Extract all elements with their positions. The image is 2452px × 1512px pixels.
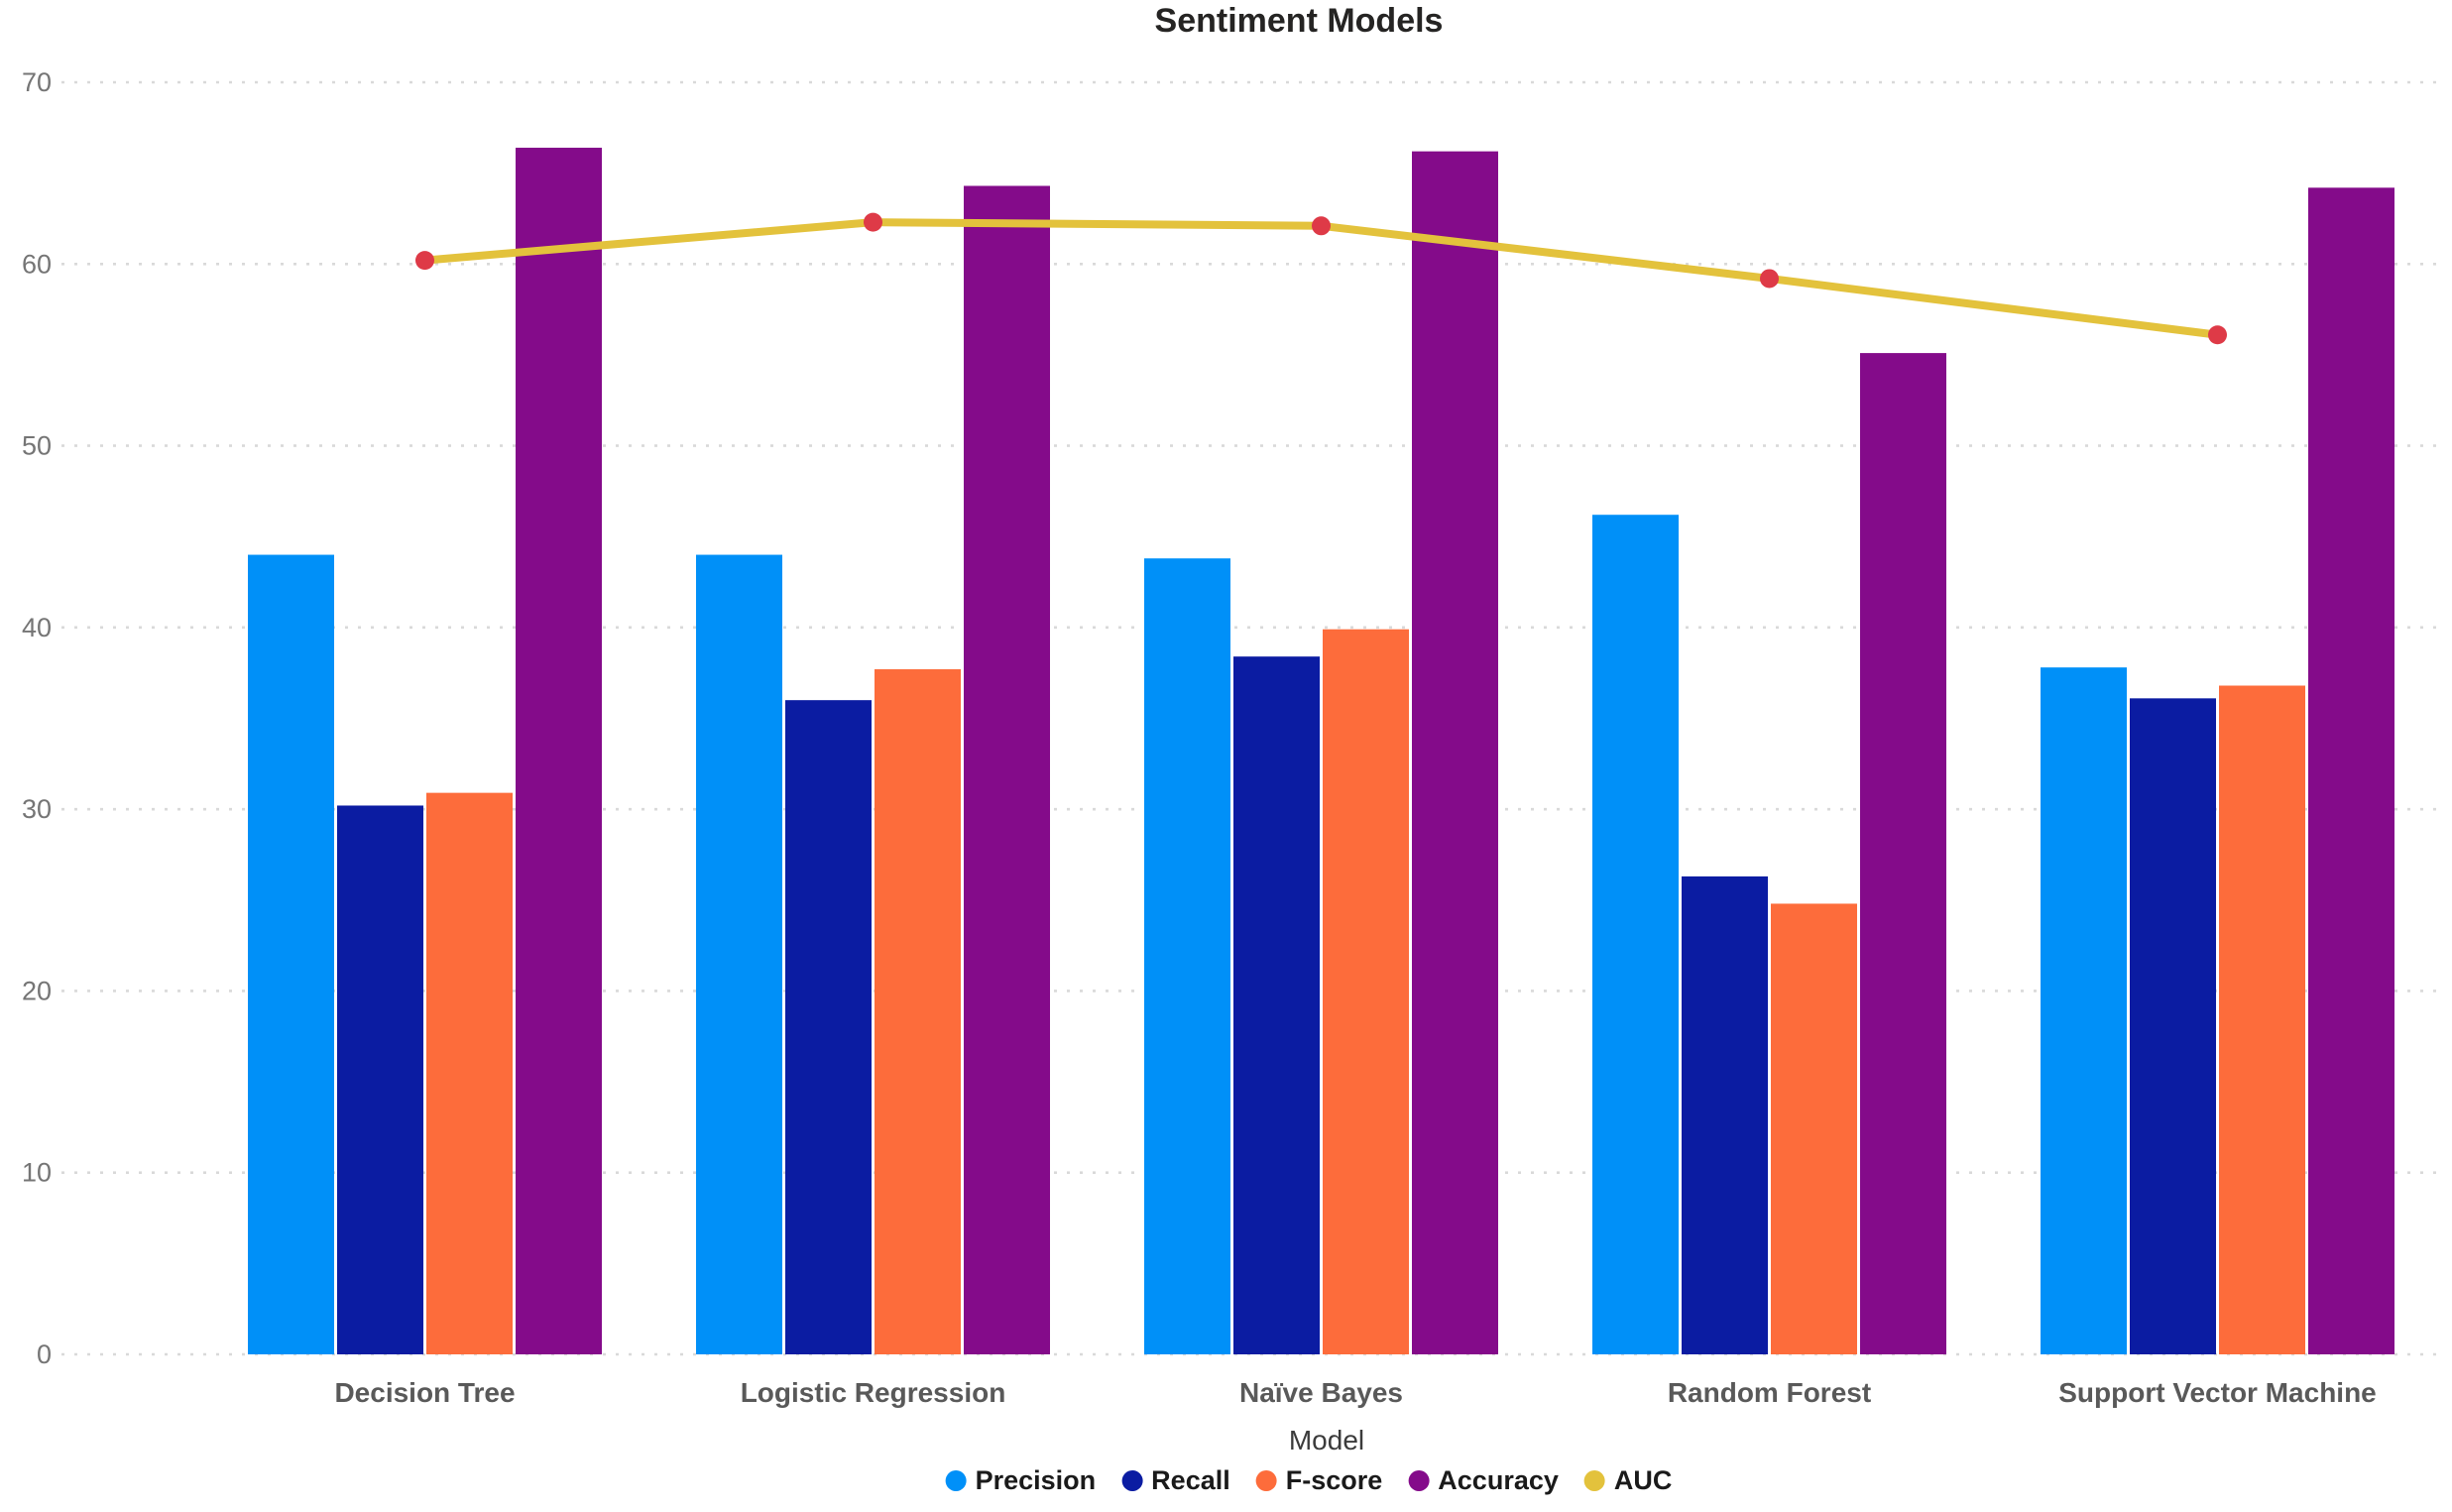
bar-f-score-logistic-regression[interactable] [875,669,961,1354]
bar-precision-support-vector-machine[interactable] [2041,667,2127,1354]
point-auc-support-vector-machine[interactable] [2208,325,2227,345]
y-tick-label-30: 30 [22,794,52,824]
bar-precision-logistic-regression[interactable] [696,554,782,1354]
legend-item-accuracy[interactable]: Accuracy [1408,1465,1559,1496]
legend-swatch-auc [1583,1470,1605,1491]
bar-accuracy-logistic-regression[interactable] [964,185,1050,1354]
legend-swatch-recall [1121,1470,1143,1491]
x-category-label-decision-tree: Decision Tree [334,1377,515,1408]
bar-accuracy-decision-tree[interactable] [516,147,602,1354]
bar-f-score-support-vector-machine[interactable] [2219,685,2305,1354]
legend-label-precision: Precision [975,1465,1097,1495]
legend-item-f-score[interactable]: F-score [1255,1465,1383,1496]
bar-recall-logistic-regression[interactable] [785,700,872,1354]
bar-accuracy-random-forest[interactable] [1860,353,1946,1354]
legend-swatch-accuracy [1408,1470,1430,1491]
legend-item-precision[interactable]: Precision [945,1465,1097,1496]
bar-f-score-decision-tree[interactable] [426,792,513,1354]
chart-legend: Precision Recall F-score Accuracy AUC [945,1465,1673,1496]
x-category-label-na-ve-bayes: Naïve Bayes [1239,1377,1403,1408]
point-auc-na-ve-bayes[interactable] [1312,216,1331,236]
y-tick-label-10: 10 [22,1158,52,1188]
y-tick-label-0: 0 [37,1339,52,1369]
bar-precision-na-ve-bayes[interactable] [1144,558,1230,1354]
y-tick-label-70: 70 [22,67,52,97]
line-auc [420,218,2222,339]
bar-recall-support-vector-machine[interactable] [2130,698,2216,1354]
x-category-label-support-vector-machine: Support Vector Machine [2058,1377,2377,1408]
chart-title: Sentiment Models [1154,2,1444,40]
bar-precision-decision-tree[interactable] [248,554,334,1354]
point-auc-decision-tree[interactable] [415,251,434,271]
y-tick-label-20: 20 [22,976,52,1005]
x-category-label-random-forest: Random Forest [1668,1377,1871,1408]
y-tick-label-50: 50 [22,431,52,461]
legend-label-accuracy: Accuracy [1438,1465,1559,1495]
bar-precision-random-forest[interactable] [1592,515,1679,1354]
legend-item-auc[interactable]: AUC [1583,1465,1673,1496]
legend-item-recall[interactable]: Recall [1121,1465,1230,1496]
bar-accuracy-support-vector-machine[interactable] [2308,187,2394,1355]
bar-recall-random-forest[interactable] [1682,875,1768,1354]
legend-label-recall: Recall [1151,1465,1230,1495]
y-tick-label-60: 60 [22,249,52,279]
legend-swatch-precision [945,1470,967,1491]
bar-f-score-random-forest[interactable] [1771,903,1857,1354]
bar-f-score-na-ve-bayes[interactable] [1323,629,1409,1354]
legend-label-auc: AUC [1613,1465,1673,1495]
point-auc-logistic-regression[interactable] [864,212,882,232]
point-auc-random-forest[interactable] [1760,269,1779,289]
legend-label-f-score: F-score [1285,1465,1383,1495]
bar-recall-decision-tree[interactable] [337,805,423,1354]
bar-accuracy-na-ve-bayes[interactable] [1412,151,1498,1355]
y-tick-label-40: 40 [22,613,52,642]
bar-recall-na-ve-bayes[interactable] [1233,656,1320,1354]
legend-swatch-f-score [1255,1470,1277,1491]
x-axis-title: Model [1289,1425,1364,1455]
x-category-label-logistic-regression: Logistic Regression [741,1377,1006,1408]
